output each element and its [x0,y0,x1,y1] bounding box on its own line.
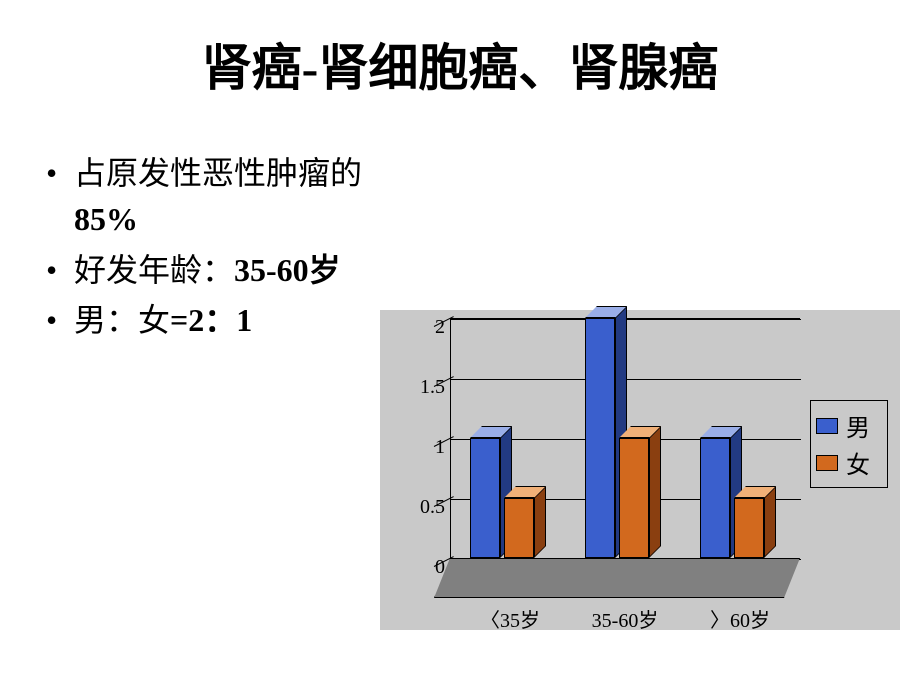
legend-swatch [816,455,838,471]
chart-bar [700,438,730,558]
chart-bar [734,498,764,558]
chart-bar [619,438,649,558]
chart-ytick: 1 [400,436,445,459]
legend-label: 女 [846,445,870,480]
bullet-text: 占原发性恶性肿瘤的 [74,155,362,191]
chart-ytick: 2 [400,316,445,339]
bullet-item: 好发年龄：35-60岁 [40,247,460,293]
chart-legend: 男女 [810,400,888,488]
legend-label: 男 [846,408,870,443]
chart-xtick: 35-60岁 [570,604,680,633]
bar-chart: 00.511.52〈35岁35-60岁〉60岁 男女 [380,310,900,630]
chart-ytick: 1.5 [400,376,445,399]
chart-ytick: 0.5 [400,496,445,519]
chart-xtick: 〉60岁 [685,604,795,633]
slide: 肾癌-肾细胞癌、肾腺癌 占原发性恶性肿瘤的 85% 好发年龄：35-60岁 男：… [0,0,920,690]
bullet-text: 好发年龄： [74,252,234,288]
chart-xtick: 〈35岁 [455,604,565,633]
legend-item: 男 [816,408,882,443]
chart-floor [450,558,800,598]
chart-bar [585,318,615,558]
slide-title: 肾癌-肾细胞癌、肾腺癌 [0,28,920,100]
chart-bar [470,438,500,558]
bullet-bold: 35-60岁 [234,252,341,288]
legend-swatch [816,418,838,434]
bullet-text: 男：女 [74,302,170,338]
bullet-bold: =2：1 [170,302,252,338]
chart-bar [504,498,534,558]
chart-ytick: 0 [400,556,445,579]
bullet-item: 占原发性恶性肿瘤的 85% [40,150,460,243]
chart-plot-area: 00.511.52〈35岁35-60岁〉60岁 [450,318,800,598]
legend-item: 女 [816,445,882,480]
bullet-bold: 85% [74,201,138,237]
